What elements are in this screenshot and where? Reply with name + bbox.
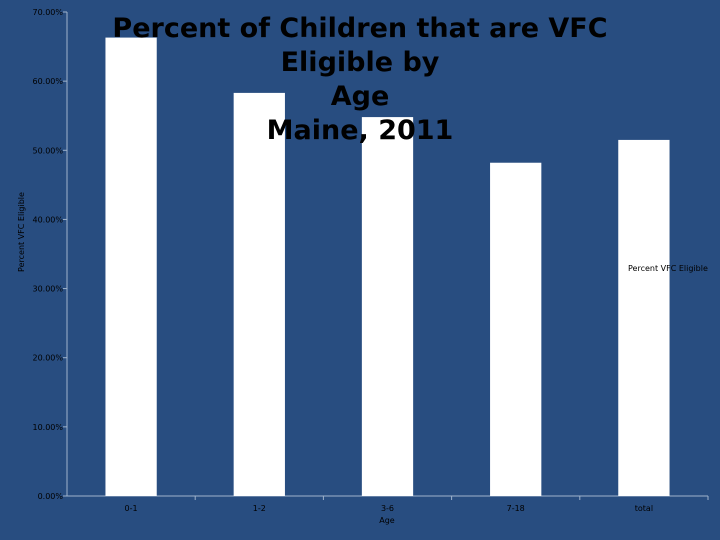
bar-total [618,139,670,496]
x-axis-ticks: 0-1 1-2 3-6 7-18 total [125,496,709,513]
chart-title: Percent of Children that are VFC Eligibl… [60,12,660,148]
chart-title-line-3: Maine, 2011 [266,115,454,146]
x-axis-title: Age [379,516,395,525]
x-tick-label: 0-1 [125,504,138,513]
legend-entry: Percent VFC Eligible [628,264,708,273]
chart-bars [105,37,670,497]
x-tick-label: total [635,504,653,513]
y-axis-title: Percent VFC Eligible [17,192,26,272]
y-tick-label: 20.00% [32,354,63,363]
chart-title-line-1: Percent of Children that are VFC Eligibl… [112,13,608,78]
bar-7-18 [490,162,542,496]
chart-title-line-2: Age [330,81,390,112]
bar-1-2 [233,92,285,496]
y-tick-label: 50.00% [32,146,63,155]
y-tick-label: 70.00% [32,8,63,17]
y-tick-label: 40.00% [32,215,63,224]
y-tick-label: 30.00% [32,285,63,294]
bar-3-6 [361,117,414,497]
x-tick-label: 3-6 [381,504,394,513]
bar-0-1 [105,37,157,496]
y-tick-label: 10.00% [32,423,63,432]
y-tick-label: 0.00% [38,492,64,501]
y-tick-label: 60.00% [32,77,63,86]
x-tick-label: 1-2 [253,504,266,513]
x-tick-label: 7-18 [507,504,525,513]
y-axis-ticks: 0.00% 10.00% 20.00% 30.00% 40.00% 50.00% 60.00… [32,8,67,501]
